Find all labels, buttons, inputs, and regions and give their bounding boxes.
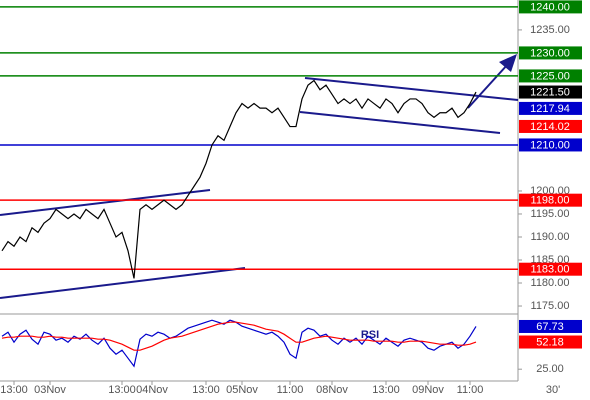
y-tick-label: 1190.00 <box>531 231 570 243</box>
value-label: 1225.00 <box>530 70 570 82</box>
trendline <box>0 189 211 216</box>
trendline <box>299 111 501 134</box>
value-box <box>519 193 582 207</box>
value-label: 1221.50 <box>530 86 570 98</box>
y-tick-label: 25.00 <box>536 363 564 375</box>
x-tick-label: 09Nov <box>412 384 444 396</box>
x-tick-label: 13:00 <box>108 384 136 396</box>
value-box <box>519 69 582 83</box>
value-label: 1240.00 <box>530 1 570 13</box>
value-label: 52.18 <box>536 336 564 348</box>
x-tick-label: 13:00 <box>0 384 28 396</box>
y-tick-label: 1235.00 <box>530 24 570 36</box>
timeframe: 30' <box>546 384 560 396</box>
value-box <box>519 101 582 115</box>
value-label: 1217.94 <box>530 103 570 115</box>
arrow-head <box>499 54 517 72</box>
value-box <box>519 335 582 349</box>
value-box <box>519 319 582 333</box>
trendline <box>304 77 519 101</box>
x-tick-label: 13:00 <box>192 384 220 396</box>
x-tick-label: 11:00 <box>277 384 304 396</box>
value-label: 1210.00 <box>530 139 570 151</box>
trendline <box>0 267 246 299</box>
x-tick-label: 08Nov <box>316 384 348 396</box>
trendlines <box>0 54 519 299</box>
value-label: 1214.02 <box>530 121 570 133</box>
value-label: 67.73 <box>536 321 564 333</box>
value-box <box>519 262 582 276</box>
value-box <box>519 46 582 60</box>
value-box <box>519 0 582 14</box>
x-tick-label: 13:00 <box>372 384 400 396</box>
forecast-arrow <box>467 63 509 109</box>
series-line <box>1 321 477 351</box>
y-tick-label: 1175.00 <box>531 300 570 312</box>
value-label: 1198.00 <box>531 195 570 207</box>
value-label: 1230.00 <box>530 47 570 59</box>
y-tick-label: 1180.00 <box>531 277 570 289</box>
value-box <box>519 138 582 152</box>
x-tick-label: 11:00 <box>457 384 484 396</box>
x-tick-label: 04Nov <box>136 384 168 396</box>
value-label: 1183.00 <box>531 264 570 276</box>
value-box <box>519 85 582 99</box>
rsi-title: RSI <box>361 329 379 341</box>
x-tick-label: 05Nov <box>226 384 258 396</box>
series-line <box>1 79 477 279</box>
x-tick-label: 03Nov <box>34 384 66 396</box>
value-box <box>519 119 582 133</box>
y-tick-label: 1195.00 <box>531 208 570 220</box>
